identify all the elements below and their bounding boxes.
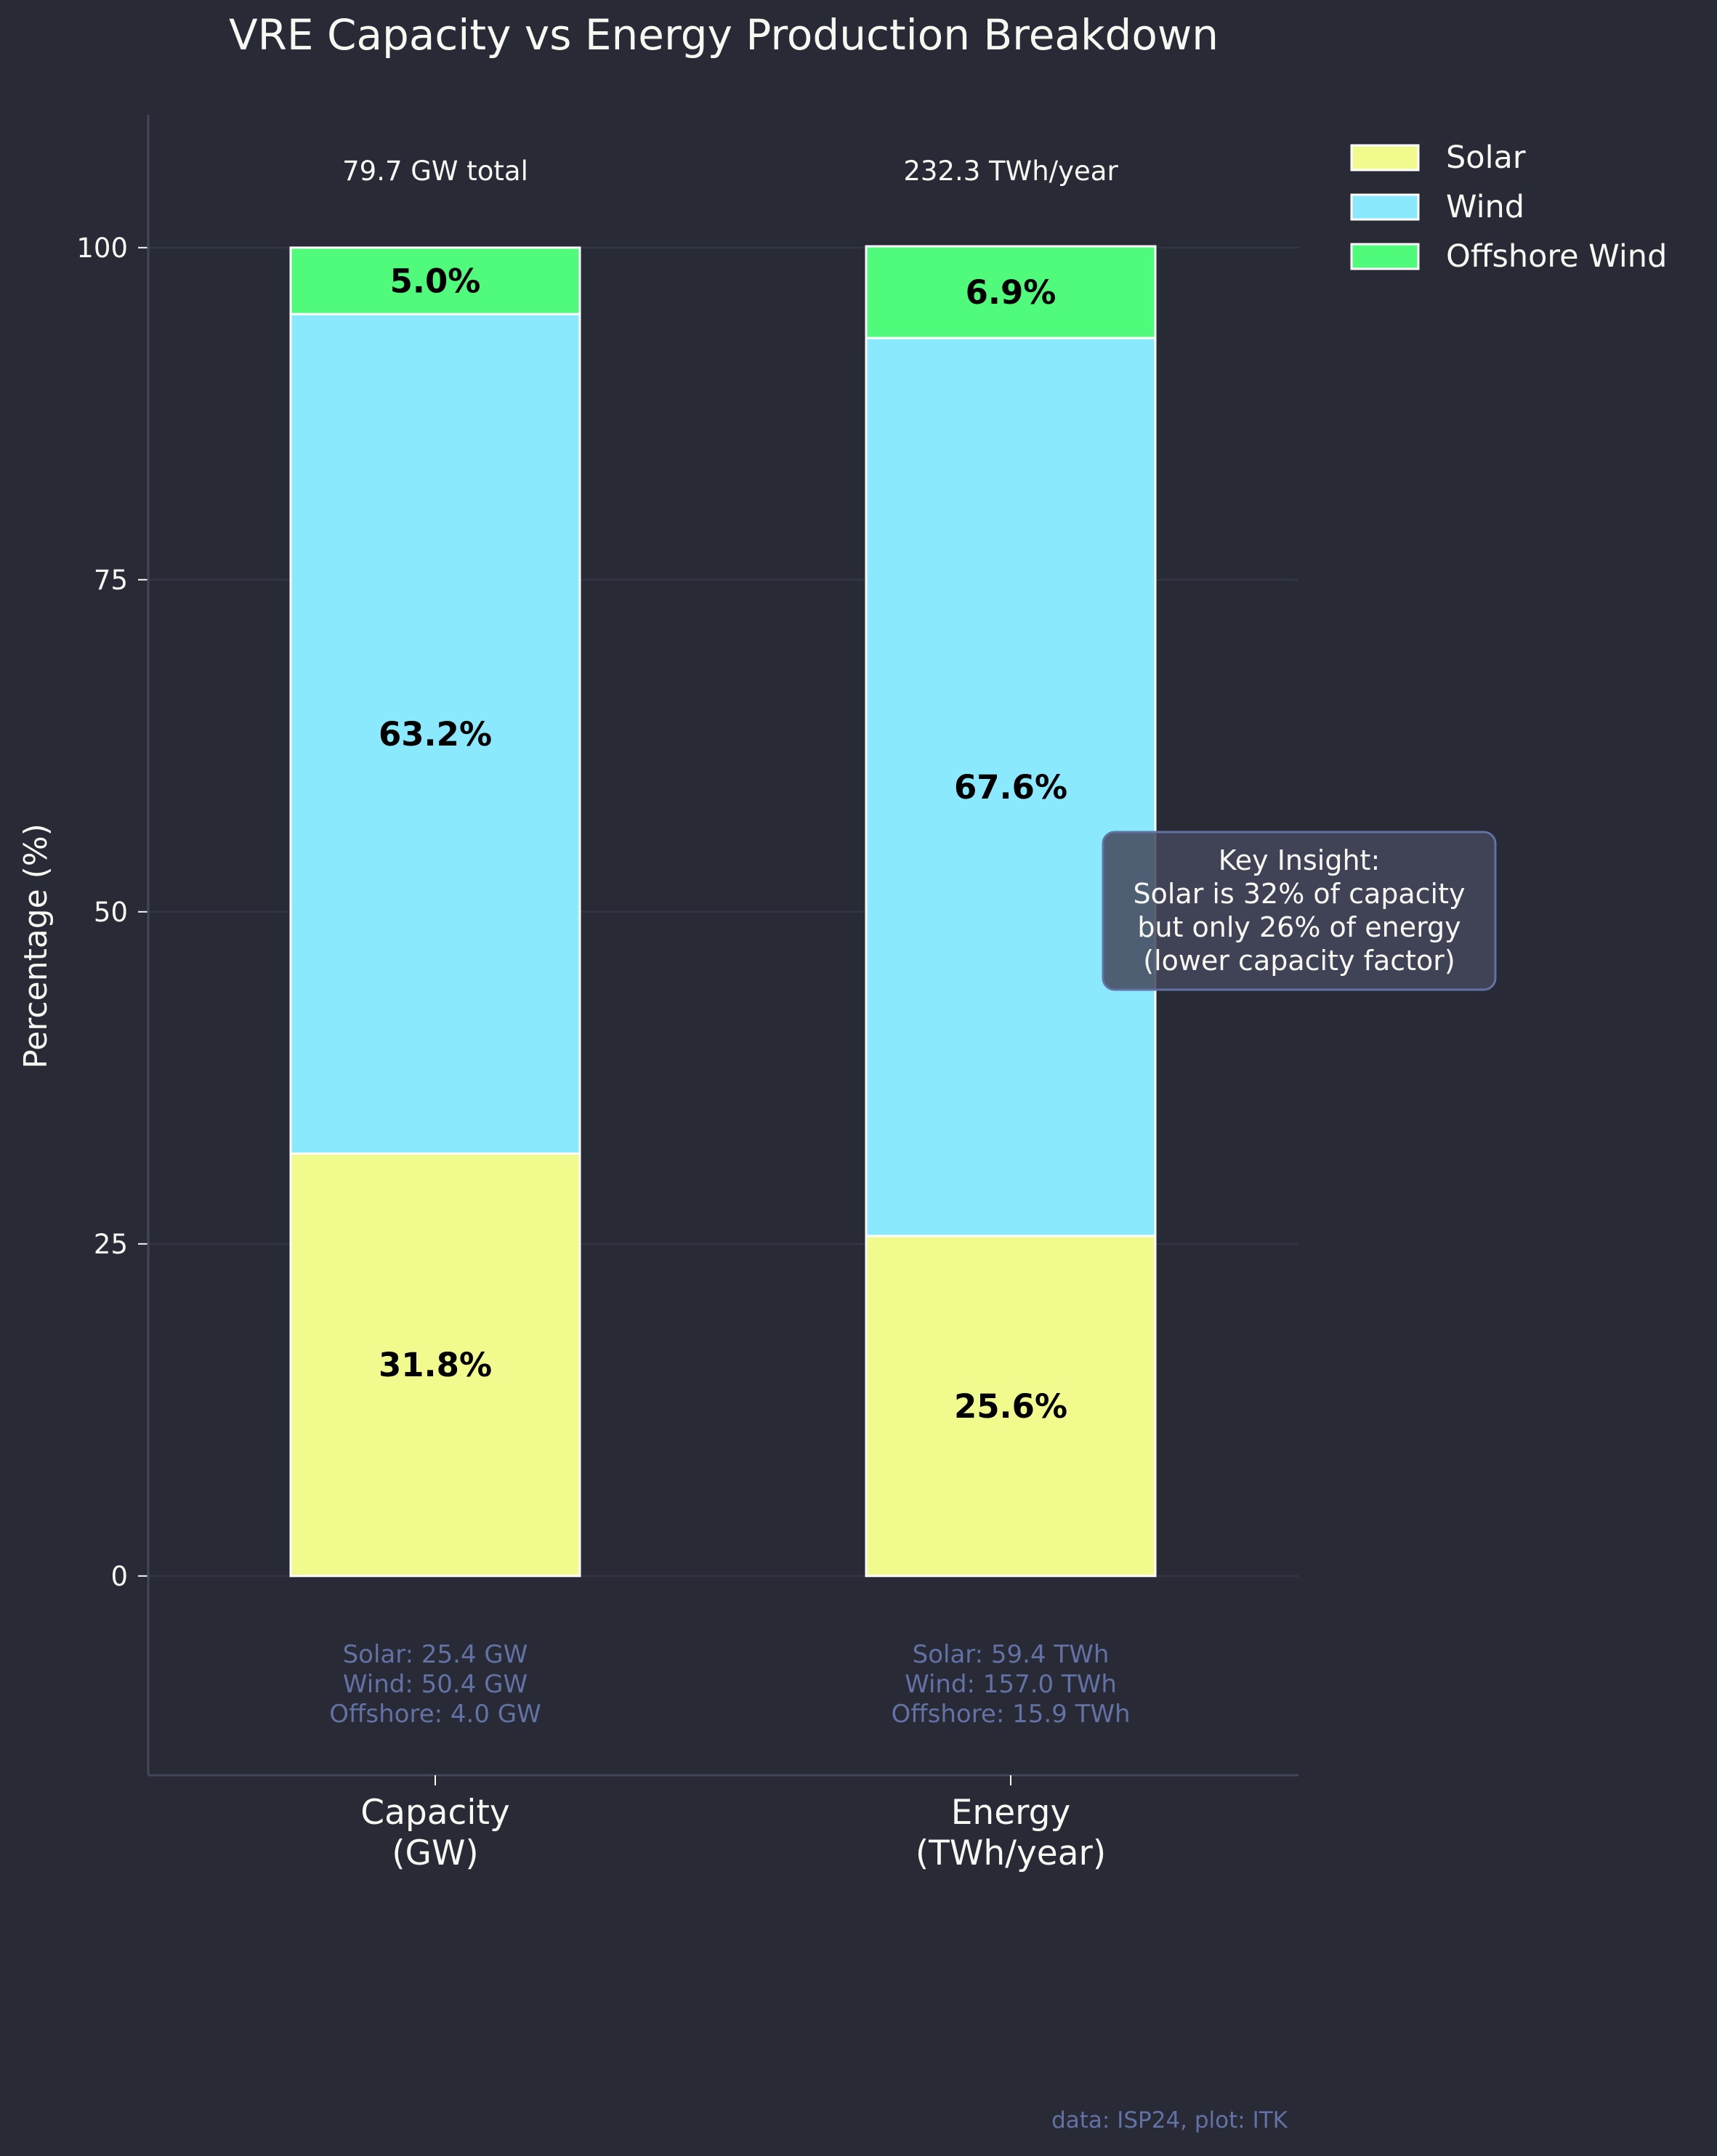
annotation-line-3: (lower capacity factor) xyxy=(1143,945,1455,977)
bar-label-offshore-wind-1: 6.9% xyxy=(966,273,1057,312)
breakdown-line-1-2: Offshore: 15.9 TWh xyxy=(891,1700,1130,1729)
bar-wind-1 xyxy=(865,336,1157,1238)
legend-label-wind: Wind xyxy=(1446,189,1524,225)
legend-swatch-solar xyxy=(1350,144,1420,171)
bar-label-solar-0: 31.8% xyxy=(379,1346,492,1384)
y-tick-label-0: 0 xyxy=(110,1561,128,1592)
annotation-line-0: Key Insight: xyxy=(1219,844,1381,876)
annotation-line-1: Solar is 32% of capacity xyxy=(1133,878,1465,910)
annotation-box xyxy=(1102,831,1497,991)
chart-title: VRE Capacity vs Energy Production Breakd… xyxy=(229,10,1219,60)
x-tick-label-1-1: (TWh/year) xyxy=(916,1833,1106,1873)
bar-label-wind-0: 63.2% xyxy=(379,715,492,754)
bar-label-offshore-wind-0: 5.0% xyxy=(390,262,481,301)
bar-label-wind-1: 67.6% xyxy=(954,768,1067,807)
annotation-line-2: but only 26% of energy xyxy=(1137,911,1461,943)
legend-swatch-wind xyxy=(1350,193,1420,221)
x-tick-label-1-0: Energy xyxy=(951,1793,1071,1833)
legend-label-solar: Solar xyxy=(1446,140,1526,176)
bar-offshore-wind-1 xyxy=(865,245,1157,339)
y-tick-label-100: 100 xyxy=(76,233,128,264)
breakdown-line-0-2: Offshore: 4.0 GW xyxy=(329,1700,541,1729)
breakdown-line-1-0: Solar: 59.4 TWh xyxy=(913,1640,1110,1669)
bar-offshore-wind-0 xyxy=(289,246,581,315)
legend-swatch-offshore-wind xyxy=(1350,243,1420,270)
y-tick-label-25: 25 xyxy=(94,1229,128,1260)
bar-solar-0 xyxy=(289,1152,581,1578)
y-tick-label-75: 75 xyxy=(94,565,128,596)
footer-credit: data: ISP24, plot: ITK xyxy=(1051,2107,1288,2133)
bar-wind-0 xyxy=(289,312,581,1155)
bar-total-0: 79.7 GW total xyxy=(342,156,528,187)
x-tick-label-0-0: Capacity xyxy=(360,1793,509,1833)
bar-solar-1 xyxy=(865,1235,1157,1578)
bar-label-solar-1: 25.6% xyxy=(954,1387,1067,1426)
legend-label-offshore-wind: Offshore Wind xyxy=(1446,238,1667,275)
breakdown-line-0-0: Solar: 25.4 GW xyxy=(343,1640,528,1669)
x-tick-label-0-1: (GW) xyxy=(392,1833,479,1873)
breakdown-line-0-1: Wind: 50.4 GW xyxy=(343,1670,528,1699)
breakdown-line-1-1: Wind: 157.0 TWh xyxy=(905,1670,1117,1699)
y-axis-label: Percentage (%) xyxy=(17,823,54,1069)
y-tick-label-50: 50 xyxy=(94,897,128,928)
bar-total-1: 232.3 TWh/year xyxy=(903,156,1118,187)
